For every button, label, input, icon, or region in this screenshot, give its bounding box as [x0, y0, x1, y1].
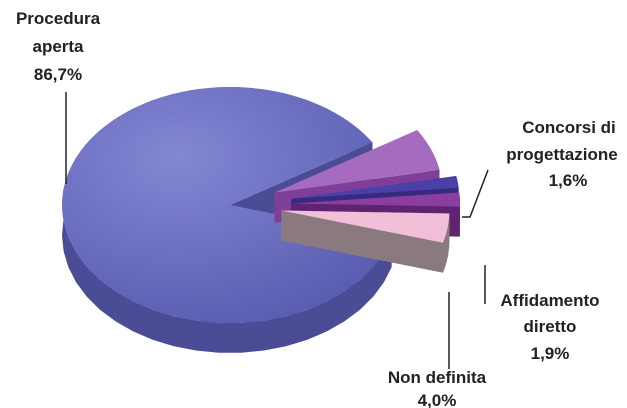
label-procedura-aperta-line2: aperta — [32, 37, 84, 56]
pie-slice-top-3 — [291, 192, 460, 207]
pie-slice-top-1 — [274, 130, 440, 193]
pie-slice-top-4 — [281, 210, 450, 243]
pie-slice-wall-4-1 — [281, 210, 443, 273]
pie-slice-top-0 — [62, 86, 392, 323]
label-concorsi-line2: progettazione — [506, 145, 617, 164]
label-affidamento-line1: Affidamento — [500, 291, 599, 310]
label-affidamento-line2: diretto — [524, 317, 577, 336]
label-procedura-aperta: Procedura aperta 86,7% — [16, 9, 101, 84]
label-procedura-aperta-value: 86,7% — [34, 65, 82, 84]
label-concorsi-value: 1,6% — [549, 171, 588, 190]
label-non-definita-value: 4,0% — [418, 391, 457, 408]
label-affidamento-diretto: Affidamento diretto 1,9% — [500, 291, 599, 363]
label-non-definita: Non definita 4,0% — [388, 368, 487, 408]
pie-slice-4 — [281, 210, 450, 273]
label-procedura-aperta-line1: Procedura — [16, 9, 101, 28]
label-non-definita-line1: Non definita — [388, 368, 487, 387]
label-concorsi-progettazione: Concorsi di progettazione 1,6% — [506, 118, 617, 190]
slices-layer — [62, 86, 460, 353]
label-affidamento-value: 1,9% — [531, 344, 570, 363]
leader-lines — [65, 92, 489, 369]
pie-slice-top-2 — [291, 176, 459, 199]
label-concorsi-line1: Concorsi di — [522, 118, 616, 137]
leader-concorsi-progettazione — [462, 169, 489, 218]
